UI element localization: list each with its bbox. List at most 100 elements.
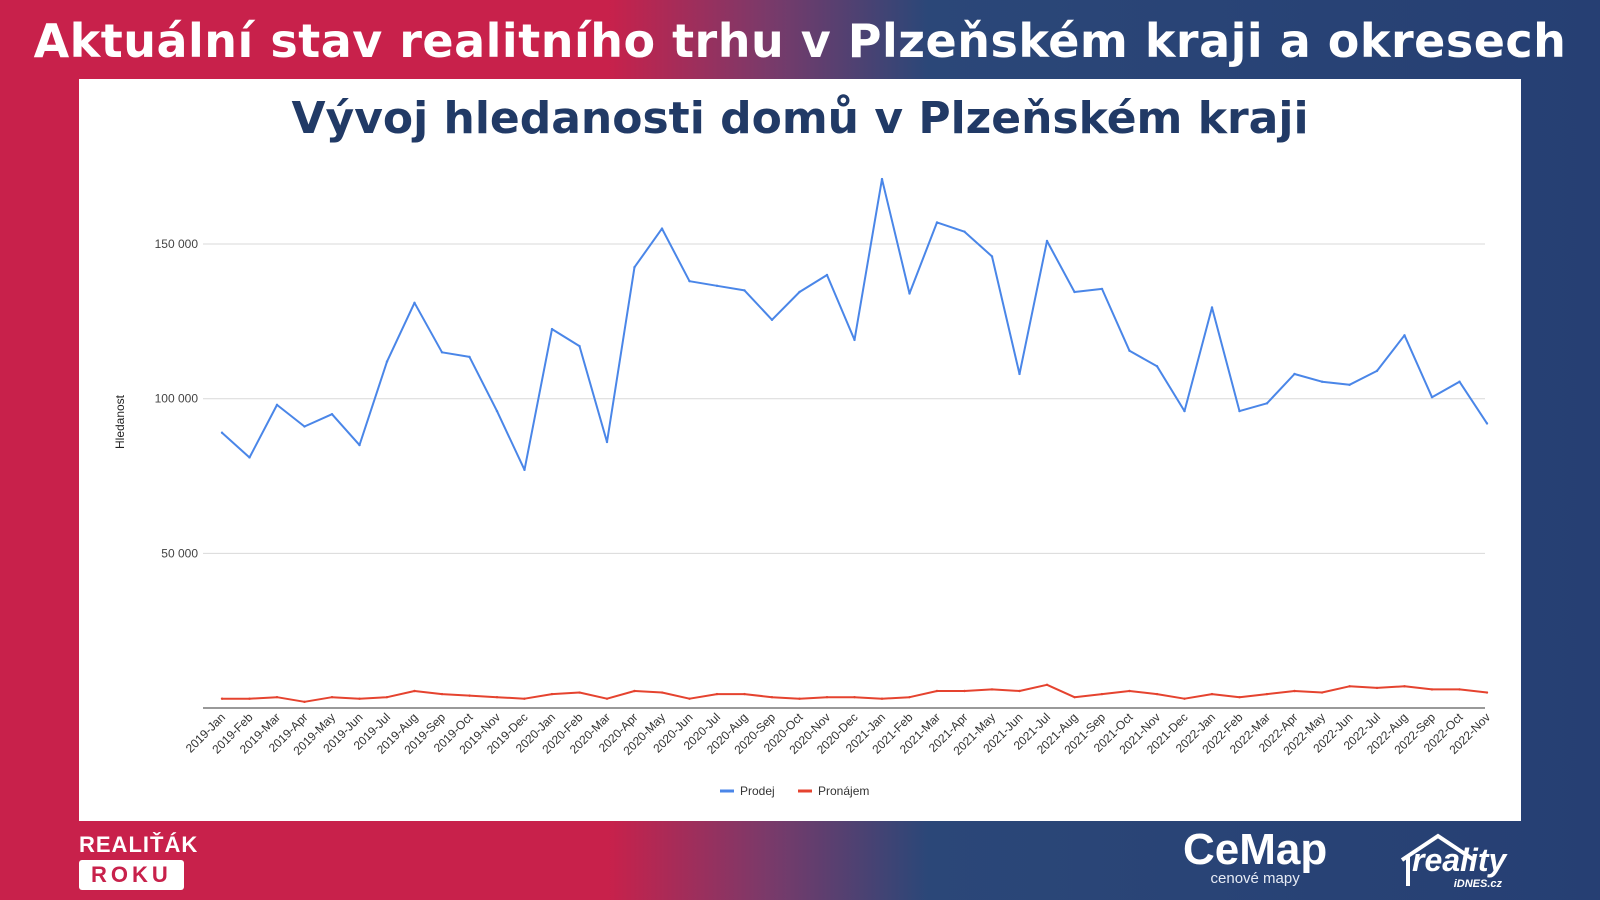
data-point (908, 292, 911, 295)
data-point (605, 697, 609, 700)
data-point (358, 443, 361, 447)
data-point (1100, 692, 1104, 696)
data-point (1320, 691, 1324, 694)
realitak-roku-logo: REALIŤÁK ROKU (79, 832, 198, 890)
legend-label: Pronájem (818, 784, 869, 798)
data-point (990, 688, 994, 691)
data-point (468, 694, 471, 697)
data-point (633, 266, 636, 269)
data-point (1430, 395, 1434, 399)
data-point (798, 697, 801, 700)
data-point (825, 695, 829, 699)
chart-title: Vývoj hledanosti domů v Plzeňském kraji (291, 93, 1309, 144)
data-point (1458, 688, 1461, 691)
data-point (880, 697, 884, 700)
y-tick-label: 100 000 (155, 392, 199, 406)
data-point (1320, 380, 1324, 383)
data-point (578, 691, 581, 694)
data-point (1045, 683, 1049, 687)
data-point (1293, 689, 1296, 693)
reality-logo-subtitle: iDNES.cz (1453, 878, 1502, 890)
data-point (1238, 409, 1241, 413)
data-point (1348, 685, 1351, 688)
data-point (1375, 686, 1379, 690)
data-point (880, 177, 884, 181)
data-point (1045, 239, 1049, 243)
data-point (468, 355, 471, 359)
data-point (688, 279, 691, 283)
data-point (220, 431, 224, 434)
data-point (963, 230, 966, 233)
data-point (605, 440, 609, 444)
data-point (660, 227, 664, 230)
realitak-logo-top: REALIŤÁK (79, 832, 199, 857)
data-point (1238, 695, 1241, 699)
data-point (248, 697, 251, 700)
data-point (1210, 692, 1214, 696)
data-point (440, 351, 444, 354)
data-point (963, 689, 966, 693)
data-point (688, 697, 691, 700)
data-point (798, 290, 801, 294)
data-point (1265, 692, 1269, 696)
data-point (1128, 349, 1131, 352)
data-point (1403, 685, 1406, 688)
data-point (303, 425, 306, 428)
data-point (220, 697, 224, 700)
data-point (715, 284, 719, 288)
data-point (853, 695, 856, 699)
reality-logo-name: reality (1412, 842, 1507, 878)
data-point (1183, 409, 1186, 413)
data-point (935, 689, 939, 693)
data-point (633, 689, 636, 693)
data-point (935, 221, 939, 224)
data-point (715, 692, 719, 696)
data-point (1073, 695, 1076, 699)
data-point (1348, 383, 1351, 386)
data-point (440, 692, 444, 696)
reality-idnes-logo: reality iDNES.cz (1398, 830, 1522, 892)
data-point (550, 692, 554, 696)
data-point (660, 691, 664, 694)
data-point (413, 689, 416, 693)
legend-label: Prodej (740, 784, 775, 798)
data-point (523, 468, 526, 472)
data-point (743, 692, 746, 696)
data-point (1100, 287, 1104, 291)
data-point (523, 697, 526, 700)
data-point (1155, 365, 1159, 368)
data-point (1183, 697, 1186, 700)
data-point (1265, 402, 1269, 405)
data-point (1485, 691, 1489, 694)
data-point (1155, 692, 1159, 696)
data-point (495, 409, 499, 413)
series-line-pronajem (222, 683, 1488, 703)
data-point (385, 695, 389, 699)
data-point (1375, 369, 1379, 373)
data-point (743, 289, 746, 292)
y-tick-label: 50 000 (161, 546, 198, 560)
data-point (275, 695, 279, 699)
data-point (1018, 689, 1021, 693)
data-point (550, 327, 554, 331)
data-point (1073, 290, 1076, 294)
data-point (1128, 689, 1131, 693)
data-point (1485, 422, 1489, 425)
house-roof-icon (1400, 833, 1476, 886)
cemap-logo-name: CeMap (1183, 825, 1328, 874)
data-point (385, 360, 389, 363)
data-point (1430, 688, 1434, 691)
data-point (358, 697, 361, 700)
data-point (853, 338, 856, 342)
data-point (1293, 372, 1296, 376)
data-point (413, 301, 416, 305)
data-point (1018, 372, 1021, 376)
data-point (303, 700, 306, 704)
y-tick-label: 150 000 (155, 237, 199, 251)
data-point (1210, 306, 1214, 309)
cemap-logo: CeMap cenové mapy (1183, 825, 1328, 888)
chart-panel: Vývoj hledanosti domů v Plzeňském kraji … (79, 79, 1521, 821)
data-point (330, 412, 334, 416)
data-point (248, 456, 251, 459)
